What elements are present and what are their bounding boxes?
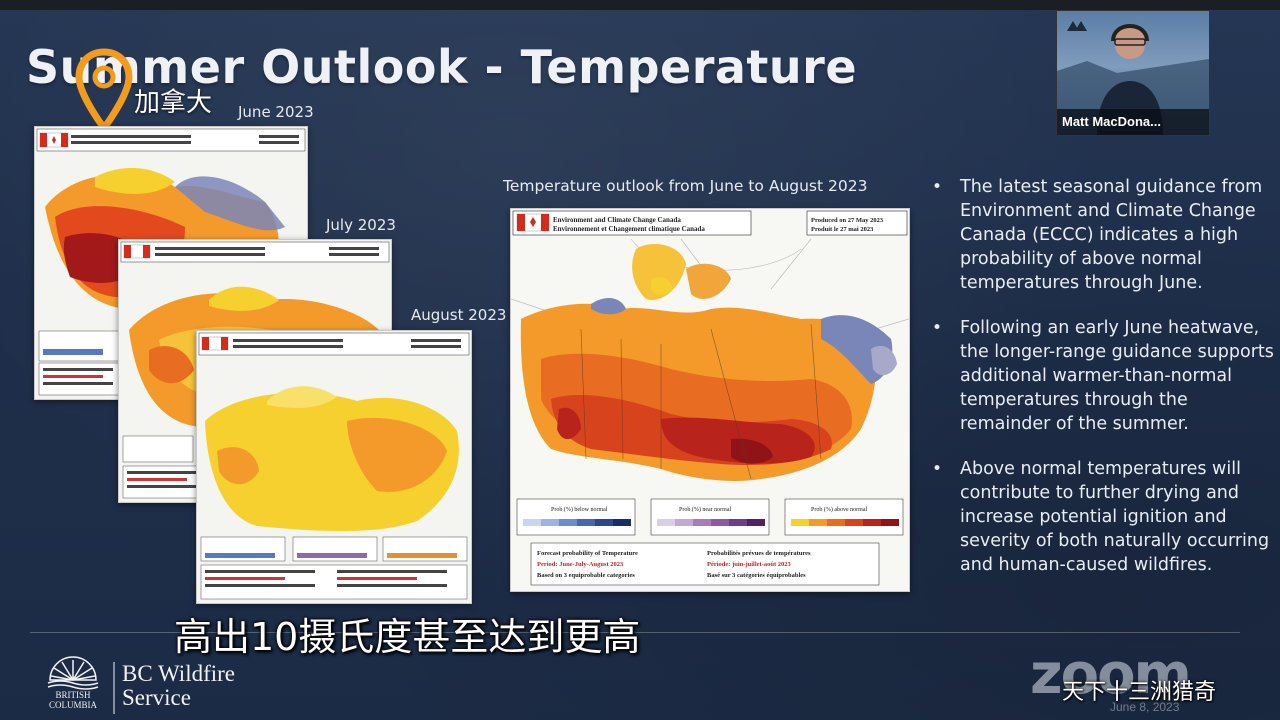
bullet-item: • Above normal temperatures will contribu… — [930, 457, 1275, 577]
participant-video-tile[interactable]: Matt MacDona... — [1056, 10, 1210, 136]
bullet-list: • The latest seasonal guidance from Envir… — [930, 175, 1275, 598]
footer-left-1: Forecast probability of Temperature — [537, 550, 638, 557]
subtitle-caption: 高出10摄氏度甚至达到更高 — [174, 615, 641, 659]
bc-province-label: BRITISH COLUMBIA — [48, 690, 97, 710]
zoom-date: June 8, 2023 — [1110, 700, 1180, 714]
main-temperature-map: Environment and Climate Change Canada En… — [510, 208, 910, 592]
participant-name: Matt MacDona... — [1057, 109, 1209, 135]
bullet-dot: • — [932, 177, 943, 197]
footer-right-3: Basé sur 3 catégories équiprobables — [707, 572, 806, 579]
slide-title: Summer Outlook - Temperature — [26, 40, 858, 94]
footer-left-2: Period: June-July-August 2023 — [537, 561, 624, 568]
bullet-text: The latest seasonal guidance from Enviro… — [960, 177, 1263, 293]
org-line-1: BC Wildfire — [122, 661, 236, 686]
bullet-item: • The latest seasonal guidance from Envir… — [930, 175, 1275, 295]
bullet-dot: • — [932, 459, 943, 479]
legend-below: Prob (%) below normal — [551, 506, 608, 513]
main-map-label: Temperature outlook from June to August … — [503, 177, 868, 195]
map-label-july: July 2023 — [326, 216, 396, 234]
footer-divider — [30, 632, 1240, 633]
bullet-text: Above normal temperatures will contribut… — [960, 459, 1270, 575]
bc-sun-logo-icon — [47, 656, 115, 714]
legend-above: Prob (%) above normal — [811, 506, 867, 513]
main-map-produced-en: Produced on 27 May 2023 — [811, 217, 884, 224]
location-tag: 加拿大 — [134, 88, 213, 118]
map-label-june: June 2023 — [238, 103, 314, 121]
map-label-august: August 2023 — [411, 306, 507, 324]
zoom-watermark: zoom — [1030, 642, 1192, 707]
main-map-produced-fr: Produit le 27 mai 2023 — [811, 226, 874, 233]
map-august — [196, 330, 472, 604]
location-pin-icon — [75, 48, 133, 134]
main-map-header-fr: Environnement et Changement climatique C… — [553, 225, 705, 233]
footer-right-2: Période: juin-juillet-août 2023 — [707, 561, 792, 568]
org-line-2: Service — [122, 685, 191, 710]
bullet-item: • Following an early June heatwave, the l… — [930, 316, 1275, 436]
channel-watermark: 天下十三洲猎奇 — [1062, 680, 1217, 705]
footer-right-1: Probabilités prévues de températures — [707, 550, 811, 557]
main-map-header-en: Environment and Climate Change Canada — [553, 216, 681, 224]
legend-normal: Prob (%) near normal — [679, 506, 731, 513]
bullet-text: Following an early June heatwave, the lo… — [960, 318, 1274, 434]
bullet-dot: • — [932, 318, 943, 338]
bc-wildfire-org-name: BC Wildfire Service — [122, 662, 272, 710]
footer-left-3: Based on 3 equiprobable categories — [537, 572, 635, 579]
